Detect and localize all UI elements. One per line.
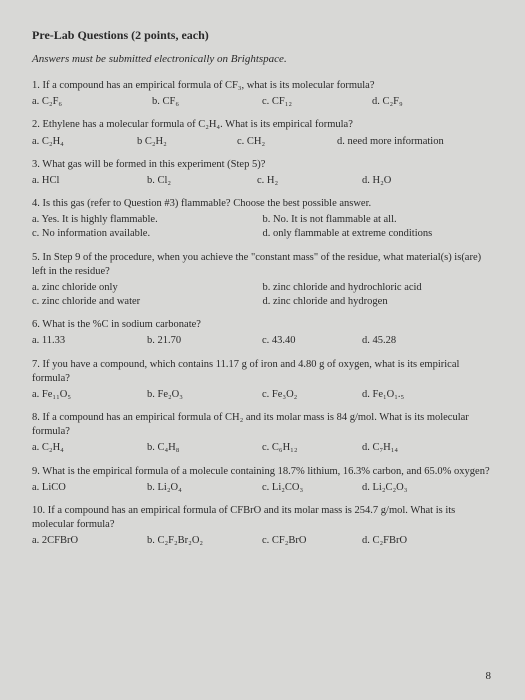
question-text: 7. If you have a compound, which contain… <box>32 358 493 386</box>
options-row: a. LiCOb. Li₂O₄c. Li₂CO₃d. Li₂C₂O₃ <box>32 481 493 495</box>
question-block: 3. What gas will be formed in this exper… <box>32 158 493 188</box>
option: b. Li₂O₄ <box>147 481 262 495</box>
question-text: 9. What is the empirical formula of a mo… <box>32 465 493 479</box>
option: a. C₂H₄ <box>32 135 137 149</box>
question-text: 10. If a compound has an empirical formu… <box>32 504 493 532</box>
option: b. C₄H₈ <box>147 441 262 455</box>
question-block: 4. Is this gas (refer to Question #3) fl… <box>32 197 493 242</box>
option: a. 11.33 <box>32 334 147 348</box>
options-row: a. Fe₁₁O₅b. Fe₂O₃c. Fe₃O₂d. Fe₁O₁.₅ <box>32 388 493 402</box>
page-title: Pre-Lab Questions (2 points, each) <box>32 28 493 43</box>
question-block: 2. Ethylene has a molecular formula of C… <box>32 118 493 148</box>
options-row: a. HClb. Cl₂c. H₂d. H₂O <box>32 174 493 188</box>
option: c. H₂ <box>257 174 362 188</box>
question-block: 5. In Step 9 of the procedure, when you … <box>32 251 493 310</box>
option: c. zinc chloride and water <box>32 295 263 309</box>
question-block: 8. If a compound has an empirical formul… <box>32 411 493 456</box>
question-text: 2. Ethylene has a molecular formula of C… <box>32 118 493 132</box>
option: a. HCl <box>32 174 147 188</box>
question-block: 9. What is the empirical formula of a mo… <box>32 465 493 495</box>
question-block: 10. If a compound has an empirical formu… <box>32 504 493 549</box>
page-number: 8 <box>486 670 492 682</box>
option: b. zinc chloride and hydrochloric acid <box>263 281 494 295</box>
question-block: 1. If a compound has an empirical formul… <box>32 79 493 109</box>
question-text: 5. In Step 9 of the procedure, when you … <box>32 251 493 279</box>
option: b. Cl₂ <box>147 174 257 188</box>
option: c. CF₂BrO <box>262 534 362 548</box>
option: d. C₇H₁₄ <box>362 441 452 455</box>
question-text: 8. If a compound has an empirical formul… <box>32 411 493 439</box>
option: a. Fe₁₁O₅ <box>32 388 147 402</box>
options-row: a. C₂H₄b. C₄H₈c. C₆H₁₂d. C₇H₁₄ <box>32 441 493 455</box>
option: d. Fe₁O₁.₅ <box>362 388 452 402</box>
option: d. C₂FBrO <box>362 534 452 548</box>
options-row: a. Yes. It is highly flammable.b. No. It… <box>32 213 493 241</box>
option: b. CF₆ <box>152 95 262 109</box>
option: c. CH₂ <box>237 135 337 149</box>
options-row: a. C₂H₄b C₂H₂c. CH₂d. need more informat… <box>32 135 493 149</box>
option: d. C₂F₉ <box>372 95 462 109</box>
question-text: 3. What gas will be formed in this exper… <box>32 158 493 172</box>
option: c. Li₂CO₃ <box>262 481 362 495</box>
option: a. 2CFBrO <box>32 534 147 548</box>
option: b. C₂F₂Br₂O₂ <box>147 534 262 548</box>
option: d. only flammable at extreme conditions <box>263 227 494 241</box>
option: c. CF₁₂ <box>262 95 372 109</box>
question-block: 6. What is the %C in sodium carbonate? a.… <box>32 318 493 348</box>
options-row: a. 11.33b. 21.70c. 43.40d. 45.28 <box>32 334 493 348</box>
option: d. need more information <box>337 135 487 149</box>
option: b C₂H₂ <box>137 135 237 149</box>
option: a. LiCO <box>32 481 147 495</box>
option: a. C₂F₆ <box>32 95 152 109</box>
option: c. No information available. <box>32 227 263 241</box>
options-row: a. 2CFBrOb. C₂F₂Br₂O₂c. CF₂BrOd. C₂FBrO <box>32 534 493 548</box>
option: b. No. It is not flammable at all. <box>263 213 494 227</box>
option: a. Yes. It is highly flammable. <box>32 213 263 227</box>
page-subtitle: Answers must be submitted electronically… <box>32 53 493 65</box>
option: d. H₂O <box>362 174 452 188</box>
question-block: 7. If you have a compound, which contain… <box>32 358 493 403</box>
option: d. 45.28 <box>362 334 452 348</box>
question-text: 1. If a compound has an empirical formul… <box>32 79 493 93</box>
option: a. zinc chloride only <box>32 281 263 295</box>
option: b. Fe₂O₃ <box>147 388 262 402</box>
question-text: 4. Is this gas (refer to Question #3) fl… <box>32 197 493 211</box>
options-row: a. C₂F₆b. CF₆c. CF₁₂d. C₂F₉ <box>32 95 493 109</box>
options-row: a. zinc chloride onlyb. zinc chloride an… <box>32 281 493 309</box>
questions-container: 1. If a compound has an empirical formul… <box>32 79 493 548</box>
question-text: 6. What is the %C in sodium carbonate? <box>32 318 493 332</box>
option: d. zinc chloride and hydrogen <box>263 295 494 309</box>
option: c. Fe₃O₂ <box>262 388 362 402</box>
option: b. 21.70 <box>147 334 262 348</box>
option: c. 43.40 <box>262 334 362 348</box>
option: c. C₆H₁₂ <box>262 441 362 455</box>
option: d. Li₂C₂O₃ <box>362 481 452 495</box>
option: a. C₂H₄ <box>32 441 147 455</box>
